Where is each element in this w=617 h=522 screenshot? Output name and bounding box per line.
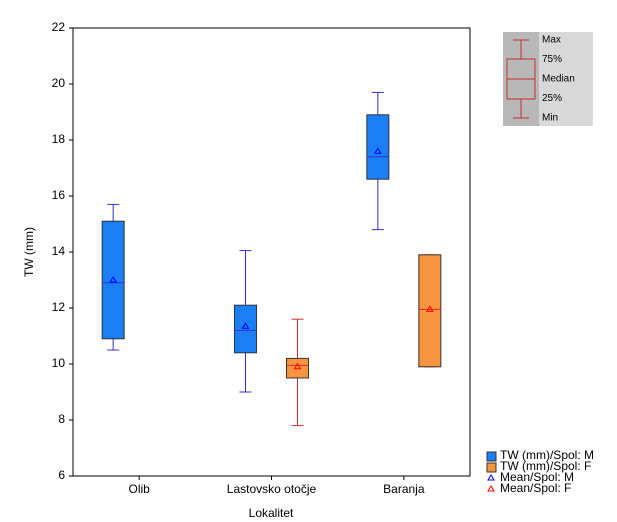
y-tick-label: 12 <box>52 300 66 314</box>
key-label: Max <box>542 35 561 46</box>
x-tick-label: Baranja <box>383 482 425 496</box>
key-label: Median <box>542 74 575 85</box>
key-label: 75% <box>542 54 562 65</box>
mean-marker <box>241 322 250 329</box>
y-tick-label: 14 <box>52 244 66 258</box>
y-tick-label: 16 <box>52 188 66 202</box>
legend-label: Mean/Spol: M <box>500 470 574 484</box>
legend-swatch <box>486 462 497 473</box>
y-tick-label: 6 <box>58 468 65 482</box>
x-tick-label: Lastovsko otočje <box>227 482 317 496</box>
box <box>234 304 257 354</box>
y-axis-label: TW (mm) <box>22 227 36 277</box>
y-tick-label: 8 <box>58 412 65 426</box>
mean-marker <box>293 362 302 370</box>
box <box>101 220 125 340</box>
mean-marker <box>373 147 382 154</box>
box <box>366 114 390 180</box>
plot-frame <box>72 27 471 477</box>
legend-mean-marker <box>487 485 495 492</box>
mean-marker <box>425 305 434 312</box>
legend-label: TW (mm)/Spol: M <box>500 448 594 462</box>
box <box>418 254 442 368</box>
x-tick-label: Olib <box>128 482 150 496</box>
legend-label: TW (mm)/Spol: F <box>500 459 591 473</box>
y-tick-label: 10 <box>52 356 66 370</box>
legend-swatch <box>486 451 497 462</box>
y-tick-label: 18 <box>52 132 66 146</box>
y-tick-label: 22 <box>52 20 66 34</box>
legend-mean-marker <box>487 474 495 481</box>
box <box>286 357 309 379</box>
legend-label: Mean/Spol: F <box>500 481 571 495</box>
y-tick-label: 20 <box>52 76 66 90</box>
mean-marker <box>109 276 118 283</box>
x-axis-label: Lokalitet <box>249 506 294 520</box>
key-label: 25% <box>542 93 562 104</box>
key-label: Min <box>542 113 558 124</box>
